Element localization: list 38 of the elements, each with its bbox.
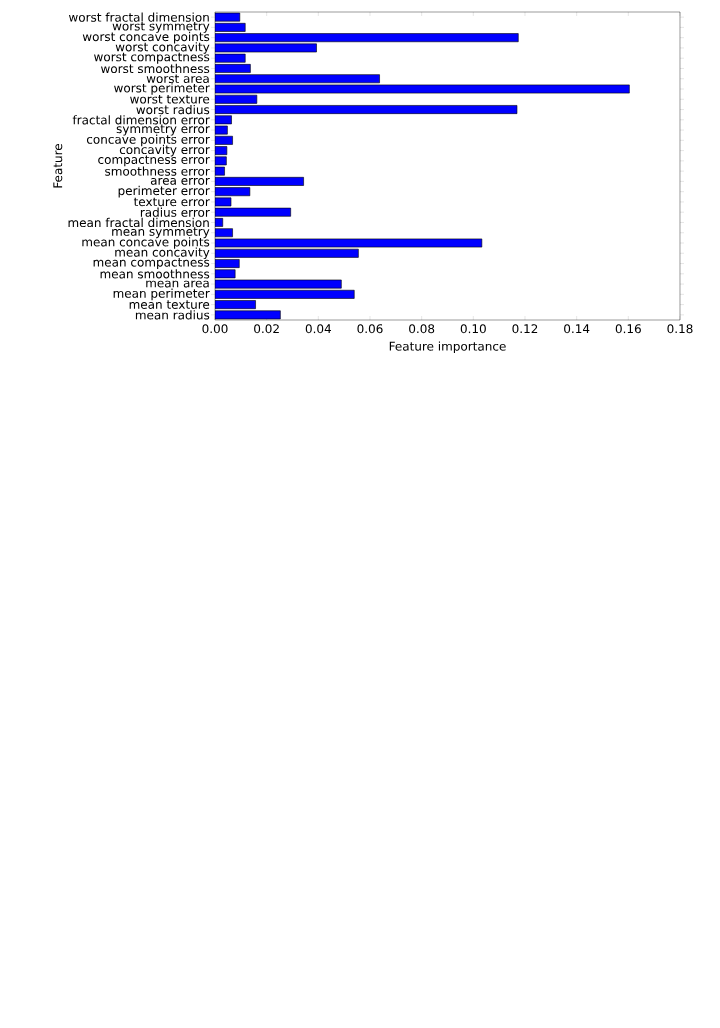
y-tick-label: worst perimeter <box>114 83 210 95</box>
x-tick-label: 0.10 <box>460 324 486 334</box>
x-tick-label: 0.04 <box>305 324 332 334</box>
y-tick-label: radius error <box>140 207 210 217</box>
y-tick-label: worst fractal dimension <box>68 12 209 22</box>
x-tick-label: 0.14 <box>564 324 590 334</box>
x-tick-label: 0.02 <box>254 324 279 334</box>
y-tick-label: compactness error <box>98 155 210 167</box>
y-tick-label: worst texture <box>130 94 210 104</box>
y-tick-label: perimeter error <box>118 185 210 198</box>
x-tick-label: 0.06 <box>357 324 383 334</box>
y-axis-title: Feature <box>53 143 63 188</box>
y-tick-label: mean fractal dimension <box>68 217 209 228</box>
y-tick-label: smoothness error <box>105 166 210 176</box>
y-tick-label: mean symmetry <box>112 227 210 239</box>
y-tick-label: mean perimeter <box>113 288 210 301</box>
x-tick-label: 0.08 <box>409 324 435 334</box>
y-tick-label: mean area <box>146 280 209 288</box>
y-tick-label: texture error <box>133 197 210 207</box>
y-tick-label: worst concavity <box>115 42 210 54</box>
y-tick-label: symmetry error <box>116 124 210 136</box>
y-tick-label: worst compactness <box>94 52 210 64</box>
y-tick-label: mean concavity <box>115 247 210 260</box>
y-tick-label: mean texture <box>129 300 210 309</box>
x-axis-title: Feature importance <box>389 341 506 354</box>
y-tick-label: worst radius <box>136 104 210 115</box>
y-tick-label: area error <box>150 177 210 185</box>
y-tick-label: mean radius <box>135 310 210 320</box>
y-tick-label: worst smoothness <box>101 63 210 74</box>
x-tick-label: 0.12 <box>512 324 538 334</box>
x-tick-label: 0.18 <box>667 324 693 334</box>
y-tick-label: worst area <box>146 74 209 84</box>
y-tick-label: fractal dimension error <box>72 115 210 125</box>
y-tick-label: mean compactness <box>93 258 210 269</box>
y-tick-label: worst symmetry <box>112 21 210 33</box>
x-tick-label: 0.16 <box>615 324 641 334</box>
x-tick-label: 0.00 <box>202 324 228 334</box>
y-tick-label: mean smoothness <box>100 269 210 279</box>
